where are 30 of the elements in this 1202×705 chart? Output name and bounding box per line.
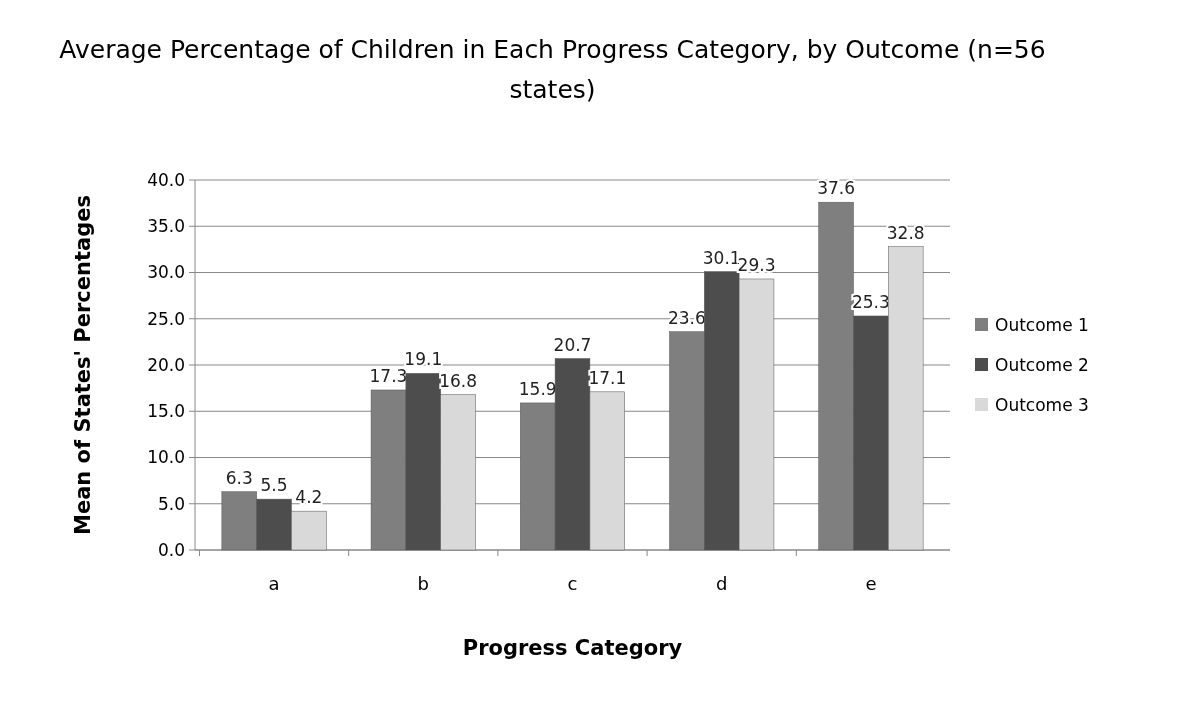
data-label: 5.5	[260, 475, 288, 496]
y-axis-title: Mean of States' Percentages	[71, 195, 95, 535]
x-tick-label: e	[865, 573, 877, 594]
data-label: 6.3	[225, 467, 253, 488]
y-tick-label: 15.0	[147, 401, 185, 422]
chart-title: Average Percentage of Children in Each Progress Category, by Outcome (n=56 states)	[59, 35, 1046, 104]
data-label: 20.7	[553, 334, 592, 355]
x-tick-label: a	[268, 573, 280, 594]
x-tick-label: b	[417, 573, 430, 594]
data-label: 25.3	[851, 291, 890, 312]
data-label: 32.8	[886, 222, 925, 243]
legend-label: Outcome 1	[995, 314, 1089, 335]
x-axis-title: Progress Category	[462, 636, 683, 660]
data-label: 17.1	[588, 367, 627, 388]
x-tick-label: d	[715, 573, 728, 594]
data-label: 29.3	[737, 254, 776, 275]
legend-label: Outcome 3	[995, 394, 1089, 415]
data-label: 37.6	[817, 178, 856, 199]
y-tick-label: 5.0	[157, 493, 185, 514]
y-tick-label: 0.0	[157, 539, 185, 560]
y-tick-label: 25.0	[147, 308, 185, 329]
legend-label: Outcome 2	[995, 354, 1089, 375]
data-label: 4.2	[295, 487, 323, 508]
y-tick-label: 20.0	[147, 354, 185, 375]
y-tick-label: 30.0	[147, 262, 185, 283]
y-tick-label: 35.0	[147, 216, 185, 237]
data-label: 16.8	[439, 370, 478, 391]
y-tick-label: 10.0	[147, 447, 185, 468]
x-tick-label: c	[567, 573, 578, 594]
y-tick-label: 40.0	[147, 169, 185, 190]
